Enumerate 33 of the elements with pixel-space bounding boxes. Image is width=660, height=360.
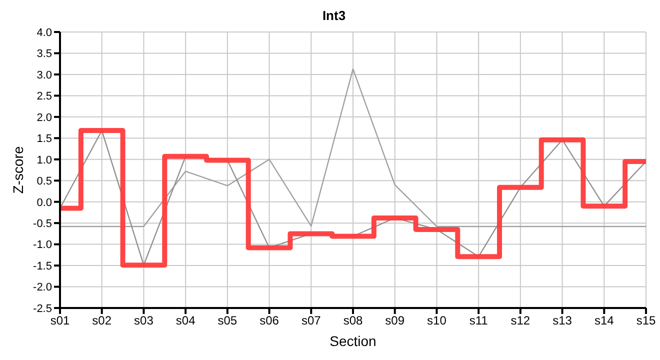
x-tick-label: s08 xyxy=(343,314,363,328)
x-tick-label: s06 xyxy=(260,314,280,328)
x-tick-label: s10 xyxy=(427,314,447,328)
y-tick-label: 0.5 xyxy=(36,176,52,188)
y-tick-label: -1.5 xyxy=(33,260,52,272)
x-tick-label: s14 xyxy=(594,314,614,328)
y-tick-label: 1.0 xyxy=(36,154,52,166)
y-axis-title: Z-score xyxy=(10,146,26,194)
y-tick-label: 2.0 xyxy=(36,112,52,124)
y-tick-label: 4.0 xyxy=(36,26,52,39)
line-series xyxy=(60,68,646,228)
x-tick-label: s04 xyxy=(176,314,196,328)
x-axis-title: Section xyxy=(330,333,376,349)
y-tick-label: 0.0 xyxy=(36,196,52,209)
x-tick-label: s05 xyxy=(218,314,238,328)
y-tick-label: 3.0 xyxy=(36,69,52,82)
y-tick-label: -2.0 xyxy=(33,282,52,294)
y-tick-label: 3.5 xyxy=(36,48,52,60)
x-tick-label: s02 xyxy=(92,314,112,328)
x-tick-label: s01 xyxy=(50,314,70,328)
x-tick-label: s07 xyxy=(301,314,322,328)
y-tick-label: 1.5 xyxy=(36,133,52,146)
x-tick-label: s12 xyxy=(510,314,530,328)
x-tick-label: s15 xyxy=(636,314,656,328)
y-tick-label: -0.5 xyxy=(33,218,52,230)
x-tick-label: s09 xyxy=(385,314,405,328)
y-tick-label: -1.0 xyxy=(33,239,52,252)
y-tick-label: 2.5 xyxy=(36,90,52,103)
x-tick-label: s13 xyxy=(552,314,572,328)
chart-title: Int3 xyxy=(321,8,347,25)
x-tick-label: s03 xyxy=(134,314,154,328)
y-tick-label: -2.5 xyxy=(33,302,52,315)
x-tick-label: s11 xyxy=(469,314,488,328)
